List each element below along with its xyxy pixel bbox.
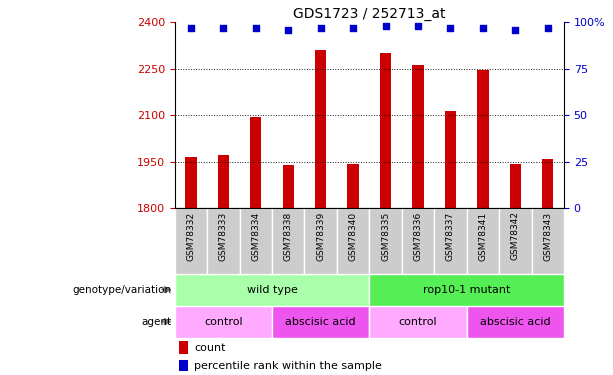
Text: control: control [204, 316, 243, 327]
Text: genotype/variation: genotype/variation [72, 285, 172, 295]
Text: GSM78340: GSM78340 [349, 211, 357, 261]
Bar [369, 306, 466, 338]
Text: GSM78333: GSM78333 [219, 211, 228, 261]
Point [348, 25, 358, 31]
Text: GSM78339: GSM78339 [316, 211, 325, 261]
Bar [337, 208, 369, 274]
Bar [509, 164, 521, 208]
Bar [413, 65, 424, 208]
Text: GSM78338: GSM78338 [284, 211, 293, 261]
Bar [402, 208, 434, 274]
Text: GSM78343: GSM78343 [543, 211, 552, 261]
Bar [240, 208, 272, 274]
Point [511, 27, 520, 33]
Bar [178, 360, 188, 371]
Point [316, 25, 326, 31]
Bar [175, 274, 369, 306]
Point [413, 23, 423, 29]
Text: abscisic acid: abscisic acid [480, 316, 550, 327]
Title: GDS1723 / 252713_at: GDS1723 / 252713_at [293, 8, 446, 21]
Text: wild type: wild type [246, 285, 297, 295]
Point [283, 27, 293, 33]
Bar [466, 208, 499, 274]
Point [478, 25, 488, 31]
Text: count: count [194, 343, 226, 353]
Bar [499, 208, 531, 274]
Text: control: control [398, 316, 437, 327]
Bar [348, 164, 359, 208]
Text: rop10-1 mutant: rop10-1 mutant [423, 285, 511, 295]
Bar [369, 274, 564, 306]
Point [446, 25, 455, 31]
Text: agent: agent [142, 316, 172, 327]
Bar [185, 157, 197, 208]
Point [218, 25, 228, 31]
Bar [178, 341, 188, 354]
Text: abscisic acid: abscisic acid [286, 316, 356, 327]
Text: GSM78342: GSM78342 [511, 211, 520, 260]
Point [381, 23, 390, 29]
Bar [434, 208, 466, 274]
Bar [250, 117, 262, 208]
Bar [305, 208, 337, 274]
Text: GSM78335: GSM78335 [381, 211, 390, 261]
Bar [207, 208, 240, 274]
Bar [542, 159, 554, 208]
Bar [175, 208, 207, 274]
Point [251, 25, 261, 31]
Bar [175, 306, 272, 338]
Text: GSM78341: GSM78341 [478, 211, 487, 261]
Text: GSM78336: GSM78336 [414, 211, 422, 261]
Point [543, 25, 553, 31]
Bar [272, 306, 369, 338]
Bar [380, 53, 391, 208]
Bar [477, 70, 489, 208]
Text: GSM78332: GSM78332 [186, 211, 196, 261]
Text: percentile rank within the sample: percentile rank within the sample [194, 361, 382, 370]
Bar [466, 306, 564, 338]
Point [186, 25, 196, 31]
Bar [369, 208, 402, 274]
Bar [315, 50, 326, 208]
Bar [445, 111, 456, 208]
Text: GSM78337: GSM78337 [446, 211, 455, 261]
Bar [218, 155, 229, 208]
Bar [283, 165, 294, 208]
Bar [272, 208, 305, 274]
Bar [531, 208, 564, 274]
Text: GSM78334: GSM78334 [251, 211, 261, 261]
